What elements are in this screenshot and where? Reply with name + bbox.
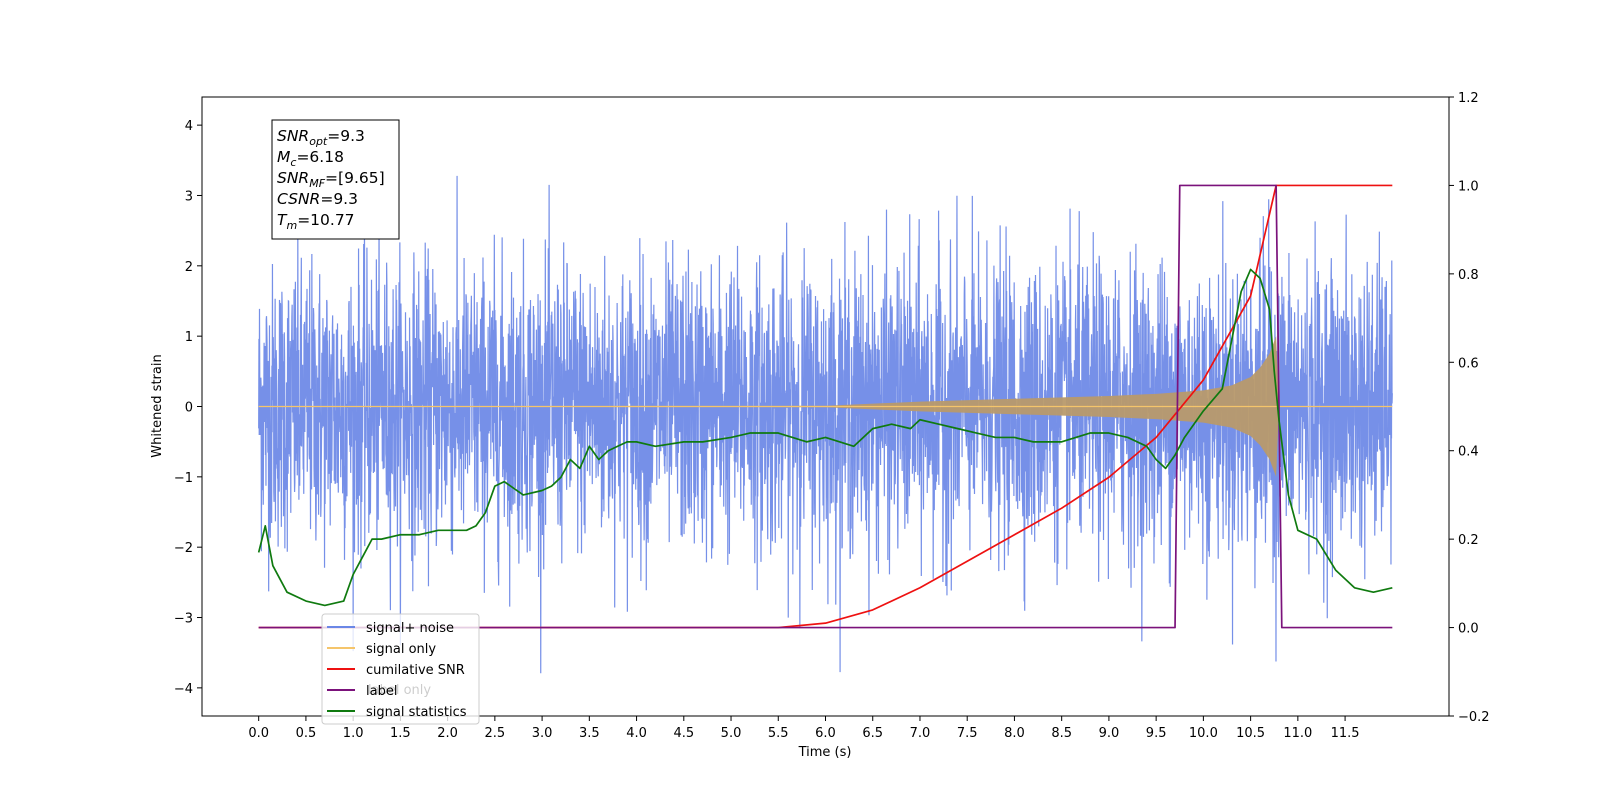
info-symbol: T (277, 211, 288, 229)
info-box-line: SNRMF=[9.65] (277, 169, 385, 190)
info-symbol: SNR (277, 169, 309, 187)
x-tick-label: 1.0 (343, 726, 364, 741)
legend-item-label: signal statistics (366, 705, 467, 720)
y-tick-label-left: 0 (185, 401, 193, 416)
x-tick-label: 5.0 (721, 726, 742, 741)
y-tick-label-right: 0.0 (1458, 622, 1479, 637)
series-signal-statistics-line (257, 268, 1393, 607)
x-tick-label: 7.0 (910, 726, 931, 741)
legend-item-label: cumilative SNR (366, 663, 465, 678)
legend-frame (321, 613, 480, 725)
x-tick-label: 4.5 (673, 726, 694, 741)
y-tick-label-left: −1 (174, 471, 193, 486)
info-value: =[9.65] (325, 169, 385, 187)
info-value: =9.3 (327, 127, 365, 145)
x-tick-label: 4.0 (626, 726, 647, 741)
y-tick-label-right: −0.2 (1458, 710, 1490, 725)
x-tick-label: 2.5 (485, 726, 506, 741)
x-tick-label: 5.5 (768, 726, 789, 741)
info-subscript: MF (309, 177, 325, 190)
y-tick-label-left: −3 (174, 612, 193, 627)
x-tick-label: 2.0 (437, 726, 458, 741)
info-subscript: opt (309, 135, 328, 148)
x-tick-label: 8.5 (1051, 726, 1072, 741)
x-tick-label: 6.5 (862, 726, 883, 741)
x-tick-label: 7.5 (957, 726, 978, 741)
info-value: =6.18 (296, 148, 344, 166)
x-tick-label: 11.5 (1331, 726, 1360, 741)
info-value: =10.77 (297, 211, 354, 229)
info-symbol: SNR (277, 127, 309, 145)
info-box-line: CSNR=9.3 (277, 190, 358, 208)
y-axis-label-left: Whitened strain (150, 354, 165, 457)
info-box-line: Tm=10.77 (277, 211, 355, 232)
x-tick-label: 10.0 (1189, 726, 1218, 741)
y-tick-label-left: −4 (174, 682, 193, 697)
info-box-frame (271, 119, 400, 240)
x-tick-label: 0.5 (296, 726, 317, 741)
x-tick-label: 11.0 (1283, 726, 1312, 741)
legend-item-label: signal+ noise (366, 621, 454, 636)
y-tick-label-left: 3 (185, 189, 193, 204)
series-label-line (258, 184, 1393, 629)
x-tick-label: 6.0 (815, 726, 836, 741)
x-tick-label: 3.0 (532, 726, 553, 741)
info-box-line: Mc=6.18 (277, 148, 344, 169)
info-symbol: M (277, 148, 290, 166)
series-cumulative-snr-line (258, 184, 1393, 629)
y-tick-label-right: 0.2 (1458, 533, 1479, 548)
y-tick-label-right: 0.6 (1458, 356, 1479, 371)
x-tick-label: 0.0 (248, 726, 269, 741)
y-tick-label-left: −2 (174, 541, 193, 556)
y-tick-label-right: 0.4 (1458, 445, 1479, 460)
info-box: SNRopt=9.3Mc=6.18SNRMF=[9.65]CSNR=9.3Tm=… (271, 119, 400, 240)
info-symbol: CSNR (277, 190, 320, 208)
x-tick-label: 3.5 (579, 726, 600, 741)
y-tick-label-left: 4 (185, 119, 193, 134)
y-tick-label-right: 1.0 (1458, 179, 1479, 194)
info-subscript: c (290, 156, 296, 169)
x-tick-label: 1.5 (390, 726, 411, 741)
legend-item-label: signal only (366, 642, 436, 657)
info-subscript: m (286, 219, 297, 232)
info-box-line: SNRopt=9.3 (277, 127, 365, 148)
y-tick-label-right: 1.2 (1458, 91, 1479, 106)
legend-item-label: label (366, 684, 397, 699)
x-tick-label: 10.5 (1236, 726, 1265, 741)
info-value: =9.3 (320, 190, 358, 208)
x-tick-label: 9.5 (1146, 726, 1167, 741)
y-tick-label-left: 1 (185, 330, 193, 345)
y-tick-label-left: 2 (185, 260, 193, 275)
x-tick-label: 9.0 (1099, 726, 1120, 741)
x-axis-label: Time (s) (798, 745, 852, 760)
x-tick-label: 8.0 (1004, 726, 1025, 741)
y-tick-label-right: 0.8 (1458, 268, 1479, 283)
